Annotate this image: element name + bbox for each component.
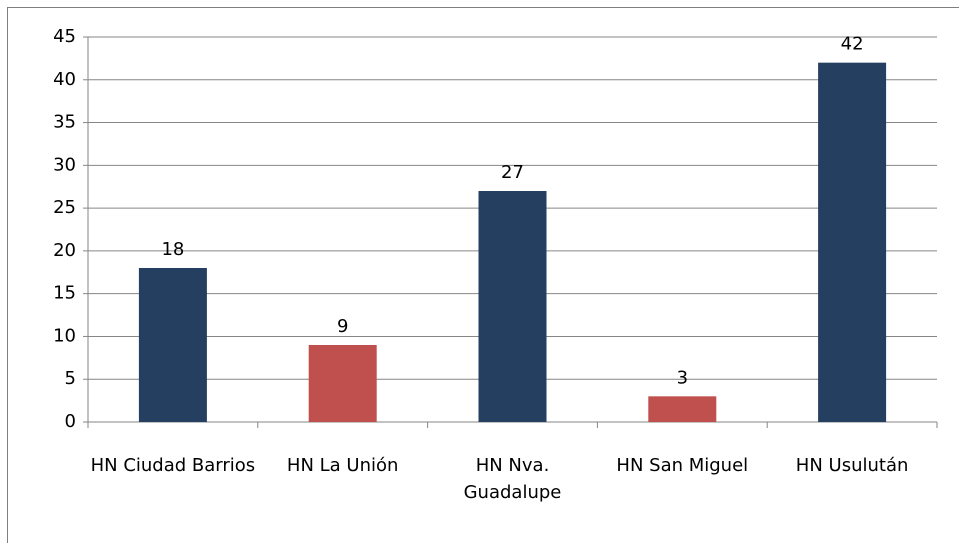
bar xyxy=(648,396,717,422)
x-tick-label: HN Usulután xyxy=(795,455,909,476)
data-label: 27 xyxy=(501,162,524,183)
data-label: 3 xyxy=(677,367,688,388)
y-tick-label: 5 xyxy=(65,368,76,389)
x-tick-label: HN La Unión xyxy=(286,455,399,476)
y-tick-label: 25 xyxy=(53,197,76,218)
y-tick-label: 40 xyxy=(53,69,76,90)
y-tick-label: 45 xyxy=(53,26,76,47)
y-tick-label: 35 xyxy=(53,112,76,133)
x-tick-label: HN San Miguel xyxy=(616,455,749,476)
bar xyxy=(138,268,207,422)
x-tick-label: HN Nva. Guadalupe xyxy=(463,455,562,503)
chart-border xyxy=(7,7,959,543)
y-tick-label: 20 xyxy=(53,240,76,261)
y-tick-label: 10 xyxy=(53,325,76,346)
y-tick-label: 30 xyxy=(53,154,76,175)
y-tick-label: 0 xyxy=(65,411,76,432)
data-label: 18 xyxy=(161,239,184,260)
y-tick-label: 15 xyxy=(53,283,76,304)
data-label: 42 xyxy=(841,34,864,55)
bar xyxy=(478,191,547,422)
bar xyxy=(818,62,887,423)
x-tick-label: HN Ciudad Barrios xyxy=(90,455,256,476)
data-label: 9 xyxy=(337,316,348,337)
bar xyxy=(308,345,377,422)
